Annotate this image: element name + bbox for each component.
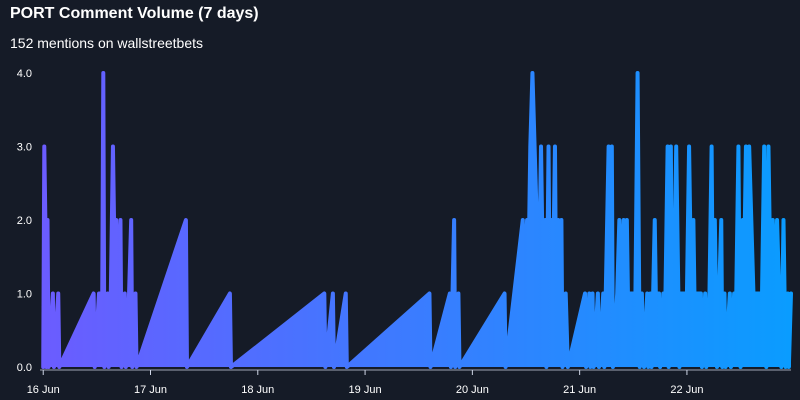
- y-tick-label: 0.0: [17, 362, 32, 374]
- y-tick-label: 2.0: [17, 215, 32, 227]
- x-tick-label: 20 Jun: [456, 384, 489, 396]
- x-axis: 16 Jun 17 Jun 18 Jun 19 Jun 20 Jun 21 Jun 22 J…: [27, 369, 791, 396]
- volume-line: [41, 71, 793, 369]
- chart-title: PORT Comment Volume (7 days): [10, 5, 259, 22]
- x-tick-label: 18 Jun: [241, 384, 274, 396]
- x-tick-label: 16 Jun: [27, 384, 60, 396]
- y-tick-label: 1.0: [17, 289, 32, 301]
- y-axis: 0.0 1.0 2.0 3.0 4.0: [17, 68, 32, 374]
- chart-subtitle: 152 mentions on wallstreetbets: [10, 35, 203, 51]
- y-tick-label: 4.0: [17, 68, 32, 80]
- x-tick-label: 17 Jun: [134, 384, 167, 396]
- y-tick-label: 3.0: [17, 142, 32, 154]
- x-tick-label: 22 Jun: [670, 384, 703, 396]
- x-tick-label: 21 Jun: [563, 384, 596, 396]
- plot-area: [41, 71, 793, 369]
- x-tick-label: 19 Jun: [349, 384, 382, 396]
